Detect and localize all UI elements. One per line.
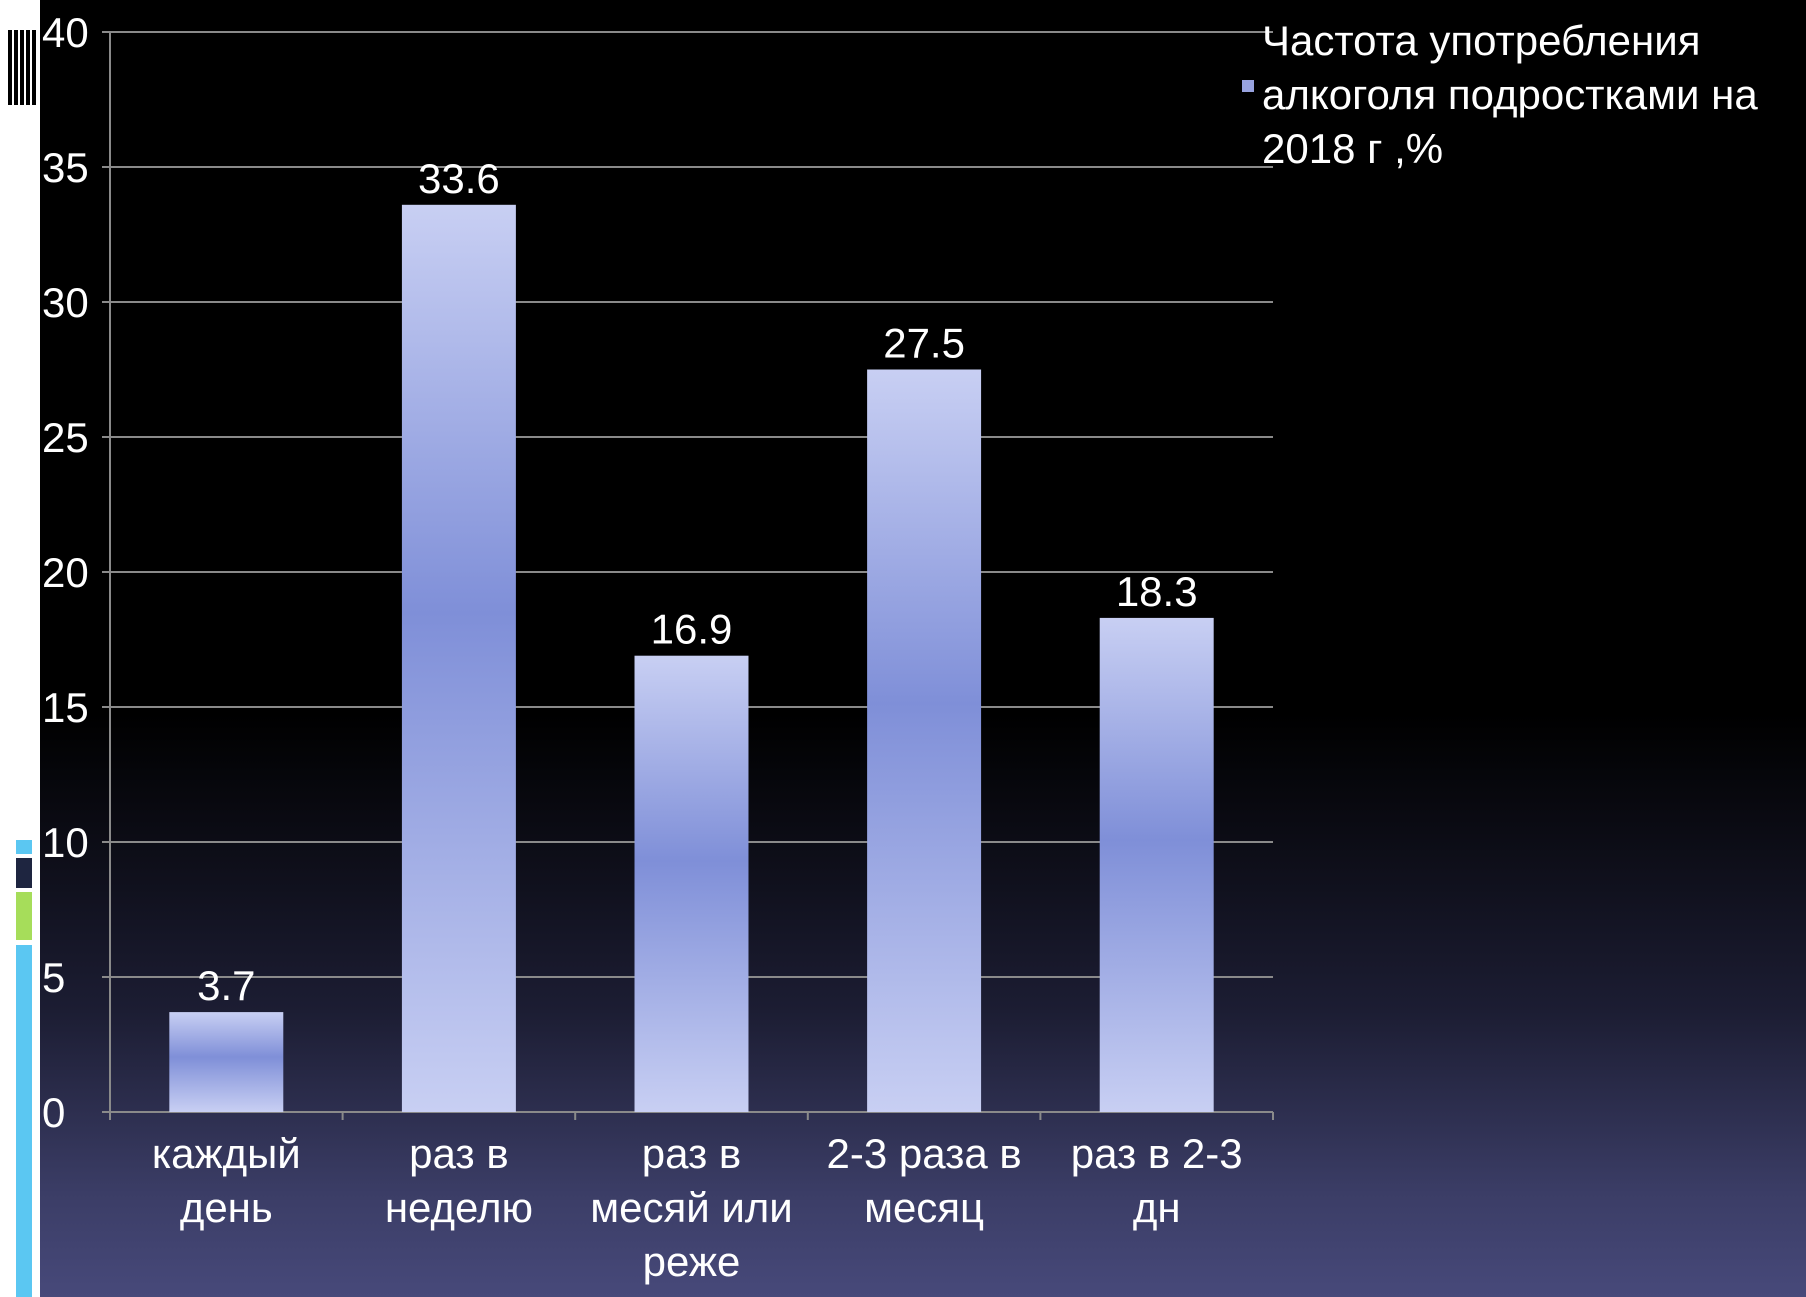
legend-line: алкоголя подростками на	[1262, 71, 1758, 118]
bar-chart: 0 5 10 15 20 25 30 35 40 3.7 каждый день 33.6 раз в не…	[42, 9, 1274, 1285]
category-label: дн	[1133, 1184, 1181, 1231]
category-label: день	[180, 1184, 273, 1231]
decorative-side-bars	[8, 30, 36, 1297]
legend-line: 2018 г ,%	[1262, 125, 1444, 172]
y-tick-label: 5	[42, 954, 65, 1001]
legend-swatch	[1242, 80, 1254, 92]
category-label: раз в	[409, 1130, 508, 1177]
category-label: неделю	[385, 1184, 533, 1231]
y-tick-label: 25	[42, 414, 89, 461]
chart-slide: 0 5 10 15 20 25 30 35 40 3.7 каждый день 33.6 раз в не…	[40, 0, 1806, 1297]
data-label: 18.3	[1116, 568, 1198, 615]
data-label: 3.7	[197, 962, 255, 1009]
category-label: раз в	[642, 1130, 741, 1177]
data-label: 27.5	[883, 320, 965, 367]
category-label: каждый	[152, 1130, 301, 1177]
y-tick-label: 40	[42, 9, 89, 56]
bar	[634, 655, 749, 1112]
legend-line: Частота употребления	[1262, 17, 1701, 64]
y-tick-label: 30	[42, 279, 89, 326]
bar	[867, 369, 982, 1112]
legend: Частота употребления алкоголя подросткам…	[1262, 14, 1806, 176]
labels: 0 5 10 15 20 25 30 35 40 3.7 каждый день 33.6 раз в не…	[42, 9, 1243, 1285]
category-label: месяц	[864, 1184, 984, 1231]
category-label: раз в 2-3	[1071, 1130, 1243, 1177]
category-label: месяй или	[590, 1184, 793, 1231]
bars	[169, 204, 1214, 1113]
bar	[401, 204, 516, 1113]
category-label: 2-3 раза в	[826, 1130, 1021, 1177]
y-tick-label: 10	[42, 819, 89, 866]
y-tick-label: 35	[42, 144, 89, 191]
data-label: 33.6	[418, 155, 500, 202]
y-tick-label: 20	[42, 549, 89, 596]
category-label: реже	[643, 1238, 741, 1285]
bar	[169, 1012, 284, 1112]
bar	[1099, 617, 1214, 1112]
data-label: 16.9	[651, 606, 733, 653]
y-tick-label: 15	[42, 684, 89, 731]
y-tick-label: 0	[42, 1089, 65, 1136]
